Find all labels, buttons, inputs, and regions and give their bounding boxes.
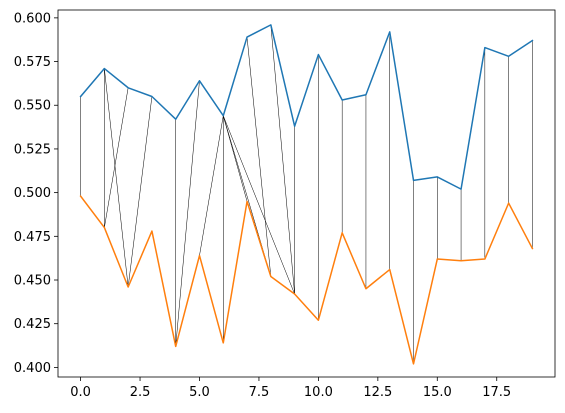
y-tick-label: 0.425 [14, 317, 51, 332]
y-tick-label: 0.500 [14, 186, 51, 201]
x-tick-label: 2.5 [130, 385, 151, 400]
axes: 0.0 2.5 5.0 7.5 10.0 12.5 15.0 17.5 0.400 0.425 0.… [14, 9, 556, 400]
y-tick-label: 0.550 [14, 99, 51, 114]
y-tick-label: 0.525 [14, 142, 51, 157]
y-tick-label: 0.450 [14, 274, 51, 289]
connector-line [199, 115, 224, 256]
x-tick-label: 0.0 [70, 385, 91, 400]
connector-lines [80, 24, 533, 364]
x-tick-label: 12.5 [363, 385, 392, 400]
connector-line [175, 80, 200, 347]
x-tick-label: 5.0 [189, 385, 210, 400]
series-line-2 [79, 195, 534, 365]
y-tick-label: 0.600 [14, 11, 51, 26]
plot-frame [57, 9, 556, 378]
y-tick-label: 0.475 [14, 230, 51, 245]
connector-line [270, 24, 295, 295]
series-line-1 [79, 24, 534, 190]
series-lines [79, 24, 534, 365]
connector-line [104, 87, 129, 228]
y-tick-label: 0.400 [14, 361, 51, 376]
x-tick-label: 10.0 [304, 385, 333, 400]
y-tick-label: 0.575 [14, 55, 51, 70]
connector-line [223, 115, 295, 295]
x-tick-label: 7.5 [249, 385, 270, 400]
x-tick-label: 15.0 [423, 385, 452, 400]
x-tick-label: 17.5 [482, 385, 511, 400]
connector-line [127, 96, 153, 288]
connector-line [246, 37, 272, 277]
connector-line [104, 68, 129, 288]
